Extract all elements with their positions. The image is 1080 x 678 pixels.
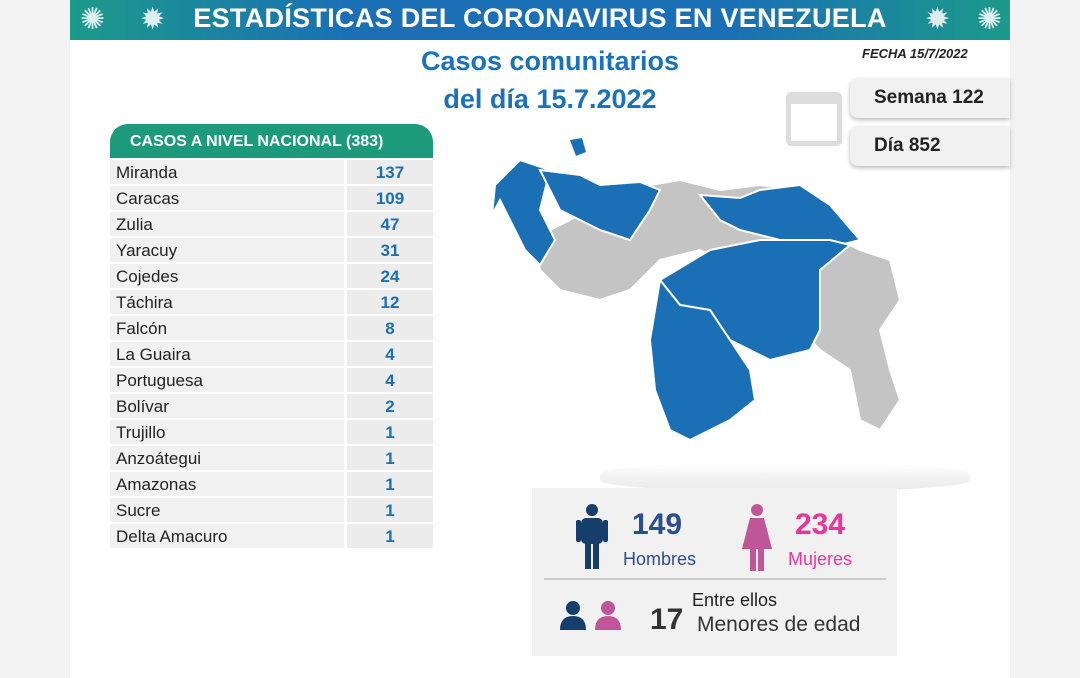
table-header: CASOS A NIVEL NACIONAL (383) — [110, 124, 433, 158]
week-badge: Semana 122 — [850, 78, 1010, 118]
gender-stats-panel — [532, 488, 897, 656]
table-row: Bolívar 2 — [110, 394, 433, 420]
state-name: Delta Amacuro — [110, 524, 344, 548]
case-count: 12 — [347, 290, 433, 314]
virus-icon: ✹ — [140, 3, 166, 36]
table-row: Caracas 109 — [110, 186, 433, 212]
state-name: Caracas — [110, 186, 344, 210]
map-region-nueva-esparta — [570, 138, 586, 156]
table-row: Yaracuy 31 — [110, 238, 433, 264]
table-row: Portuguesa 4 — [110, 368, 433, 394]
state-name: Zulia — [110, 212, 344, 236]
state-name: Yaracuy — [110, 238, 344, 262]
case-count: 1 — [347, 524, 433, 548]
case-count: 8 — [347, 316, 433, 340]
case-count: 4 — [347, 342, 433, 366]
table-row: Cojedes 24 — [110, 264, 433, 290]
virus-icon: ✺ — [976, 3, 1002, 36]
minors-count: 17 — [650, 603, 684, 636]
page-title: Casos comunitarios del día 15.7.2022 — [380, 42, 720, 118]
case-count: 24 — [347, 264, 433, 288]
state-name: Anzoátegui — [110, 446, 344, 470]
state-name: Cojedes — [110, 264, 344, 288]
men-label: Hombres — [623, 549, 697, 569]
state-name: Bolívar — [110, 394, 344, 418]
minors-icon — [560, 601, 621, 630]
table-row: Trujillo 1 — [110, 420, 433, 446]
woman-icon — [742, 504, 772, 571]
map-region-amazonas — [648, 277, 757, 442]
state-name: Miranda — [110, 160, 344, 184]
state-name: La Guaira — [110, 342, 344, 366]
map-region-east — [697, 183, 862, 252]
state-name: Portuguesa — [110, 368, 344, 392]
case-count: 1 — [347, 498, 433, 522]
venezuela-map — [491, 138, 902, 442]
case-count: 31 — [347, 238, 433, 262]
divider — [544, 578, 886, 580]
calendar-icon — [786, 92, 842, 146]
banner-title: ESTADÍSTICAS DEL CORONAVIRUS EN VENEZUEL… — [193, 3, 887, 33]
virus-icon: ✺ — [80, 3, 106, 36]
date-label: FECHA 15/7/2022 — [862, 46, 968, 61]
table-row: Delta Amacuro 1 — [110, 524, 433, 550]
title-line-1: Casos comunitarios — [420, 46, 680, 76]
state-name: Táchira — [110, 290, 344, 314]
table-row: Anzoátegui 1 — [110, 446, 433, 472]
map-region-north — [538, 168, 662, 242]
map-region-zulia — [491, 158, 557, 267]
cases-table: Miranda 137 Caracas 109 Zulia 47 Yaracuy 31 Coje… — [110, 160, 433, 550]
case-count: 1 — [347, 472, 433, 496]
state-name: Sucre — [110, 498, 344, 522]
state-name: Trujillo — [110, 420, 344, 444]
case-count: 1 — [347, 420, 433, 444]
banner: ✺ ✹ ESTADÍSTICAS DEL CORONAVIRUS EN VENE… — [70, 0, 1010, 40]
state-name: Amazonas — [110, 472, 344, 496]
case-count: 109 — [347, 186, 433, 210]
minors-label: Menores de edad — [697, 613, 861, 636]
table-row: Táchira 12 — [110, 290, 433, 316]
virus-icon: ✹ — [924, 3, 950, 36]
title-line-2: del día 15.7.2022 — [443, 84, 657, 114]
minors-prefix: Entre ellos — [692, 590, 778, 610]
case-count: 2 — [347, 394, 433, 418]
state-name: Falcón — [110, 316, 344, 340]
case-count: 1 — [347, 446, 433, 470]
table-row: Miranda 137 — [110, 160, 433, 186]
table-row: La Guaira 4 — [110, 342, 433, 368]
case-count: 4 — [347, 368, 433, 392]
case-count: 47 — [347, 212, 433, 236]
table-row: Amazonas 1 — [110, 472, 433, 498]
men-count: 149 — [632, 508, 683, 541]
man-icon — [576, 504, 608, 569]
day-badge: Día 852 — [850, 126, 1010, 166]
women-count: 234 — [795, 508, 846, 541]
table-row: Falcón 8 — [110, 316, 433, 342]
stats-shadow — [600, 462, 970, 492]
table-row: Sucre 1 — [110, 498, 433, 524]
case-count: 137 — [347, 160, 433, 184]
women-label: Mujeres — [788, 549, 853, 569]
table-row: Zulia 47 — [110, 212, 433, 238]
